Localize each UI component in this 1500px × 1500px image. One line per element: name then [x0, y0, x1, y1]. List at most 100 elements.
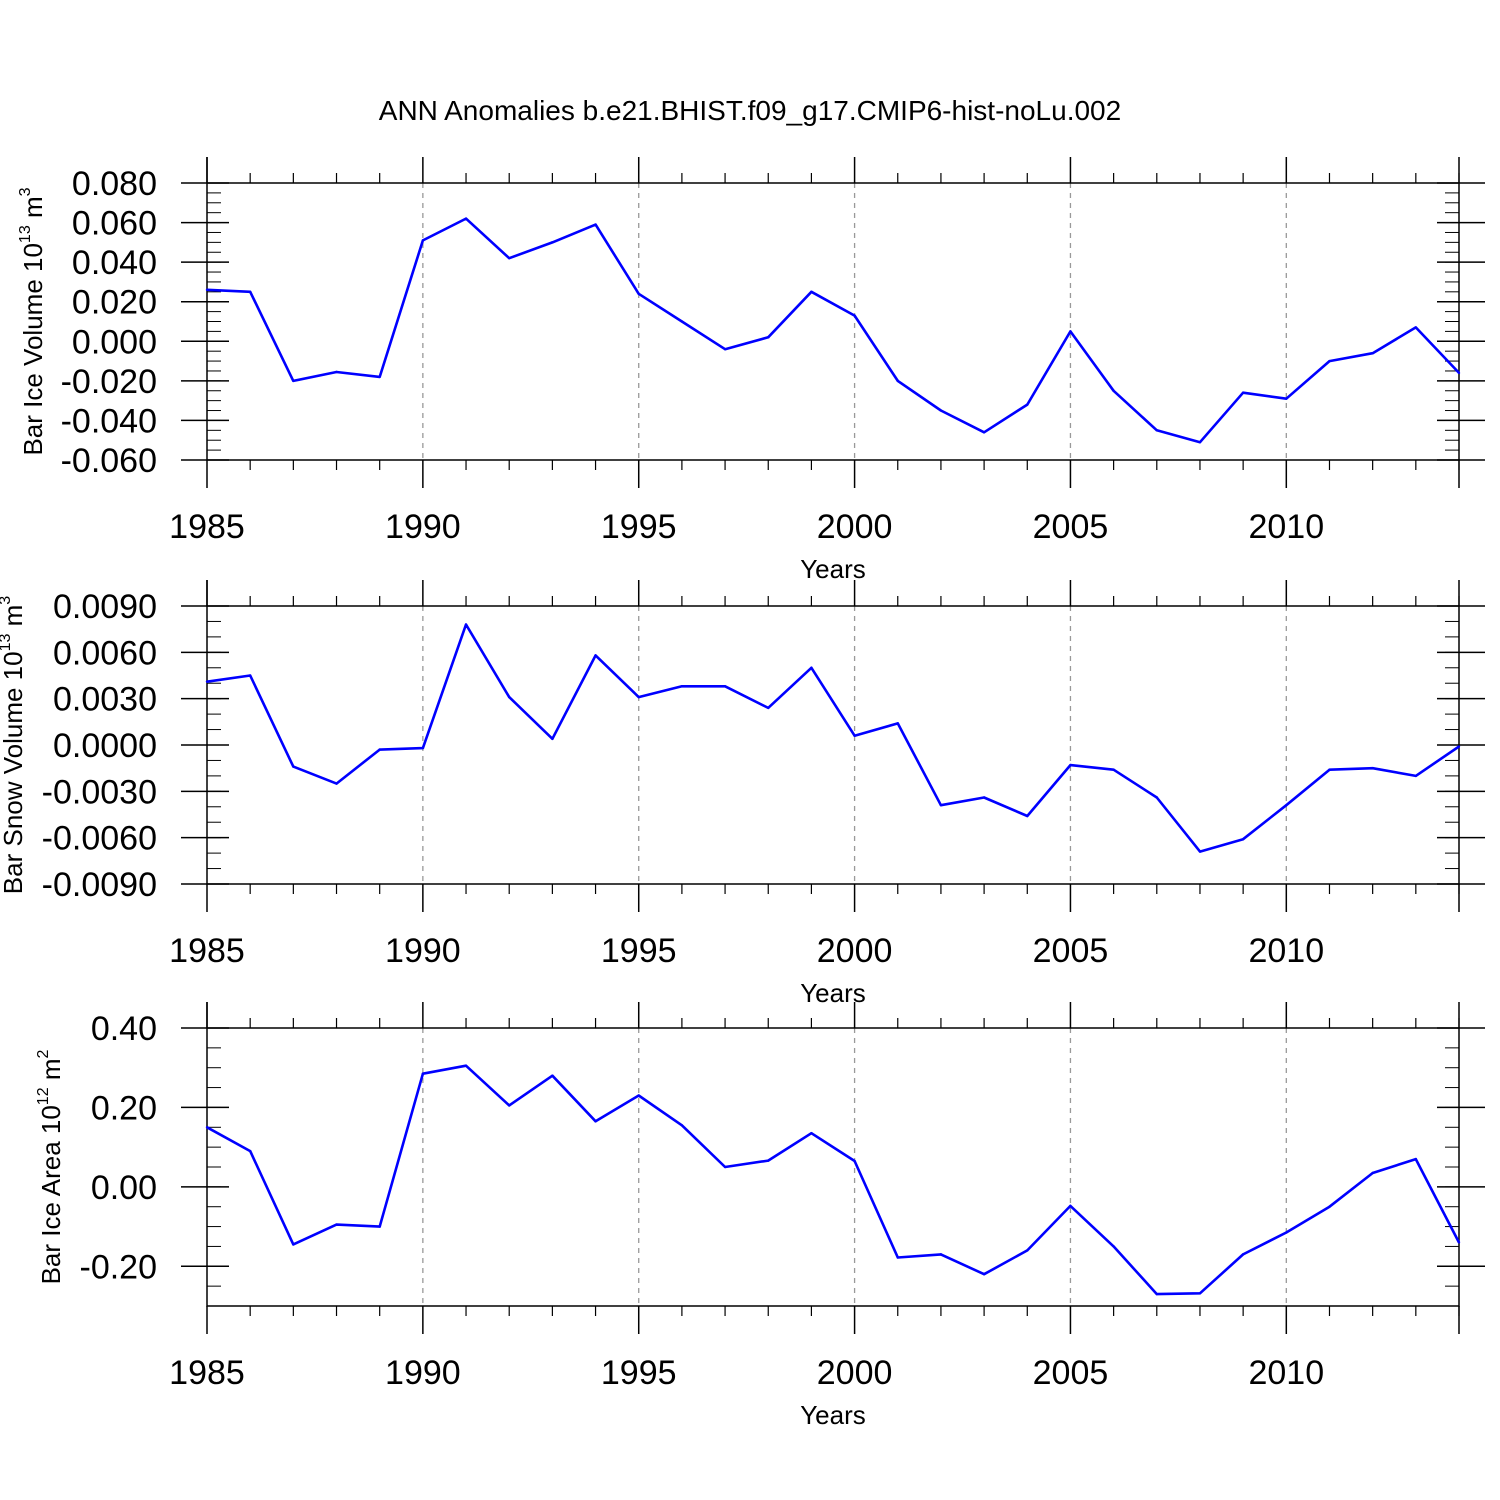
data-point — [1112, 389, 1115, 392]
y-tick-label: 0.40 — [91, 1010, 157, 1048]
x-tick-label: 2010 — [1248, 1354, 1324, 1392]
data-point — [378, 1225, 381, 1228]
y-axis-label-unit: m — [0, 605, 28, 634]
data-point — [1241, 1253, 1245, 1256]
y-tick-label: 0.0030 — [53, 681, 157, 719]
data-point — [1414, 1157, 1418, 1161]
y-axis-label: Bar Ice Area 1012 m2 — [35, 1049, 66, 1284]
data-point — [1155, 1292, 1158, 1296]
data-point — [982, 1273, 986, 1276]
panel-snow-volume: 1985 1990 1995 2000 2005 2010 Years -0.0090 -0.0… — [0, 580, 1485, 1008]
y-tick-label: 0.020 — [72, 284, 157, 322]
data-point — [551, 241, 554, 244]
x-tick-label: 2010 — [1248, 932, 1324, 970]
data-point — [292, 379, 295, 383]
x-tick-label: 1990 — [385, 1354, 461, 1392]
series-line — [206, 623, 1460, 853]
data-point — [853, 734, 856, 737]
x-tick-label: 2000 — [817, 932, 893, 970]
series-line — [206, 1064, 1461, 1296]
data-point — [292, 1243, 295, 1246]
data-point — [767, 706, 770, 710]
data-point — [508, 695, 511, 699]
x-axis-label: Years — [800, 1400, 866, 1430]
x-tick-label: 2010 — [1248, 508, 1324, 546]
data-point — [1285, 397, 1288, 400]
data-point — [1069, 1204, 1072, 1208]
data-point — [680, 685, 684, 688]
data-point — [1371, 766, 1374, 770]
y-tick-label: -0.040 — [61, 402, 157, 440]
figure-title: ANN Anomalies b.e21.BHIST.f09_g17.CMIP6-… — [379, 95, 1121, 126]
data-point — [637, 292, 640, 295]
x-axis-label: Years — [800, 554, 866, 584]
y-axis-label-text: Bar Snow Volume 10 — [0, 651, 28, 894]
x-tick-label: 1995 — [601, 508, 677, 546]
y-axis-label-unit: m — [36, 1058, 66, 1087]
data-point — [853, 314, 856, 317]
data-point — [464, 1064, 468, 1067]
data-point — [248, 674, 252, 677]
data-point — [723, 348, 727, 351]
data-point — [810, 666, 813, 669]
data-point — [939, 1253, 943, 1256]
data-point — [1285, 1231, 1288, 1234]
data-point — [1414, 326, 1418, 329]
x-tick-label: 1985 — [169, 508, 245, 546]
data-point — [248, 1149, 252, 1153]
data-point — [335, 1223, 338, 1226]
data-point — [1198, 850, 1202, 853]
x-tick-label: 1985 — [169, 1354, 245, 1392]
data-point — [896, 722, 899, 725]
data-point — [982, 431, 986, 434]
y-tick-label: 0.040 — [72, 244, 157, 282]
data-point — [982, 796, 986, 799]
data-point — [508, 1104, 511, 1107]
y-axis-label: Bar Ice Volume 1013 m3 — [17, 187, 48, 455]
plot-frame — [206, 605, 1460, 885]
data-point — [1026, 814, 1029, 818]
y-tick-label: -0.20 — [80, 1248, 158, 1286]
data-point — [248, 290, 252, 294]
y-axis-label-unit-exponent: 3 — [0, 596, 14, 605]
data-point — [1457, 745, 1461, 748]
x-tick-label: 2005 — [1033, 508, 1109, 546]
y-tick-label: -0.0090 — [42, 866, 157, 904]
y-axis-label-text: Bar Ice Area 10 — [36, 1105, 66, 1284]
data-point — [378, 748, 381, 751]
data-point — [723, 1165, 727, 1169]
data-point — [896, 1256, 899, 1259]
y-axis-label-unit: m — [18, 196, 48, 225]
data-point — [853, 1159, 856, 1163]
x-axis-label: Years — [800, 978, 866, 1008]
data-point — [421, 1072, 425, 1075]
y-axis-label-exponent: 12 — [35, 1087, 52, 1105]
data-point — [1069, 330, 1072, 333]
data-point — [464, 217, 468, 220]
y-tick-label: -0.060 — [61, 442, 157, 480]
data-point — [421, 746, 425, 750]
data-point — [1069, 763, 1072, 767]
data-point — [421, 239, 425, 242]
data-point — [594, 223, 597, 226]
y-axis-label-text: Bar Ice Volume 10 — [18, 243, 48, 455]
data-point — [551, 1074, 554, 1077]
x-tick-label: 2000 — [817, 1354, 893, 1392]
data-point — [1241, 391, 1245, 394]
data-point — [1371, 351, 1374, 355]
data-point — [637, 1094, 640, 1097]
y-axis-label-exponent: 13 — [0, 633, 14, 651]
y-tick-label: -0.0060 — [42, 820, 157, 858]
data-point — [205, 680, 209, 683]
series-line — [206, 217, 1460, 444]
plot-frame — [206, 1027, 1460, 1307]
data-point — [1112, 1245, 1115, 1248]
data-point — [1328, 768, 1331, 771]
data-point — [1198, 440, 1202, 444]
data-point — [464, 623, 468, 626]
data-point — [1241, 838, 1245, 841]
x-tick-label: 1995 — [601, 1354, 677, 1392]
data-point — [1155, 796, 1158, 799]
y-tick-label: 0.080 — [72, 165, 157, 203]
